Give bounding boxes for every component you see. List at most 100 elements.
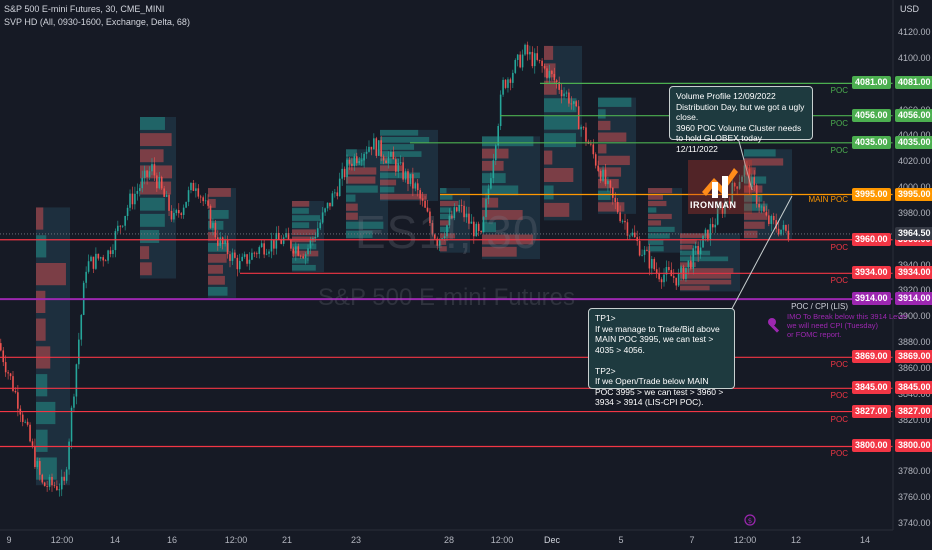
candle (4, 362, 7, 373)
volume-profile-bar (346, 221, 384, 229)
level-tag[interactable]: 4056.00 (852, 108, 891, 122)
candle (243, 254, 246, 257)
candle (341, 168, 343, 179)
candle (0, 343, 2, 351)
current-price-tag[interactable]: 3964.50 (895, 226, 932, 240)
candle (180, 213, 183, 215)
candle (738, 181, 741, 189)
volume-profile-box (440, 188, 470, 253)
volume-profile-bar (380, 129, 419, 136)
trade-plan-note[interactable]: TP1> If we manage to Trade/Bid above MAI… (588, 308, 735, 407)
level-tag[interactable]: 3800.00 (852, 439, 891, 453)
candle (85, 271, 87, 283)
candle (531, 51, 534, 67)
level-tag[interactable]: 3995.00 (852, 187, 891, 201)
volume-profiles (36, 45, 792, 486)
level-tag[interactable]: 3934.00 (852, 266, 891, 280)
candle (314, 236, 317, 239)
candle (399, 162, 402, 164)
candle (204, 200, 207, 202)
dividend-icon[interactable]: $ (744, 514, 756, 526)
level-tag[interactable]: 3960.00 (852, 232, 891, 246)
volume-profile-bar (36, 457, 57, 480)
volume-profile-bar (36, 374, 48, 397)
volume-profile-bar (208, 242, 230, 252)
candle (104, 260, 107, 262)
candle (560, 89, 563, 97)
candle (672, 276, 675, 278)
level-tag[interactable]: 3845.00 (852, 381, 891, 395)
level-tag[interactable]: 3914.00 (852, 292, 891, 306)
level-tag[interactable]: 3869.00 (852, 350, 891, 364)
candle (633, 232, 636, 238)
candle (214, 222, 217, 238)
volume-profile-bar (544, 185, 554, 200)
axis-level-tag[interactable]: 3914.00 (895, 292, 932, 306)
candle (53, 485, 56, 487)
candle (626, 222, 629, 236)
volume-profile-bar (544, 133, 576, 148)
candle (9, 373, 12, 377)
axis-level-tag[interactable]: 4081.00 (895, 76, 932, 90)
axis-level-tag[interactable]: 3995.00 (895, 187, 932, 201)
candle (395, 159, 397, 172)
candle (168, 194, 170, 211)
candle (563, 93, 565, 97)
candle (731, 182, 734, 204)
volume-profile-bar (36, 262, 66, 286)
volume-profile-note[interactable]: Volume Profile 12/09/2022 Distribution D… (669, 86, 813, 154)
candle (514, 59, 517, 73)
volume-profile-bar (648, 213, 672, 220)
axis-level-tag[interactable]: 3800.00 (895, 439, 932, 453)
candle (112, 250, 114, 254)
candle (482, 217, 485, 233)
candle (743, 165, 746, 177)
candle (636, 237, 638, 242)
volume-profile-bar (140, 197, 165, 211)
volume-profile-bar (140, 116, 165, 130)
candle (651, 259, 653, 269)
candle (265, 253, 268, 255)
candle (326, 202, 329, 209)
candle (580, 126, 582, 130)
candle (377, 140, 380, 156)
volume-profile-bar (208, 188, 231, 197)
candle (87, 261, 90, 272)
candle (297, 246, 300, 256)
candle (558, 82, 560, 90)
axis-level-tag[interactable]: 3827.00 (895, 404, 932, 418)
level-tag[interactable]: 3827.00 (852, 404, 891, 418)
candle (668, 267, 670, 271)
candle (263, 243, 265, 255)
currency-label[interactable]: USD (900, 4, 920, 14)
price-tick: 4040.00 (898, 130, 931, 140)
volume-profile-bar (140, 230, 160, 243)
volume-profile-box (648, 188, 682, 253)
level-tag[interactable]: 4081.00 (852, 76, 891, 90)
candle (604, 169, 607, 185)
candle (95, 253, 97, 269)
axis-level-tag[interactable]: 4035.00 (895, 135, 932, 149)
level-tag[interactable]: 4035.00 (852, 135, 891, 149)
price-tick: 3920.00 (898, 285, 931, 296)
price-tick: 3760.00 (898, 492, 931, 503)
chart-symbol-title[interactable]: S&P 500 E-mini Futures, 30, CME_MINI (4, 4, 165, 14)
candle (658, 273, 660, 280)
candle (533, 53, 536, 67)
candle (763, 206, 765, 212)
candle (453, 207, 456, 219)
candle (753, 177, 756, 186)
axis-level-tag[interactable]: 3869.00 (895, 350, 932, 364)
axis-level-tag[interactable]: 3845.00 (895, 381, 932, 395)
price-tick: 4120.00 (898, 27, 931, 37)
indicator-title[interactable]: SVP HD (All, 0930-1600, Exchange, Delta,… (4, 17, 190, 27)
candle (719, 207, 721, 209)
candle (329, 202, 331, 207)
axis-level-tag[interactable]: 3934.00 (895, 266, 932, 280)
axis-level-tag[interactable]: 4056.00 (895, 108, 932, 122)
poc-label: POC (830, 86, 848, 96)
trade-plan-note-text: TP1> If we manage to Trade/Bid above MAI… (595, 313, 724, 407)
candle (507, 79, 509, 88)
volume-profile-bar (544, 202, 570, 217)
